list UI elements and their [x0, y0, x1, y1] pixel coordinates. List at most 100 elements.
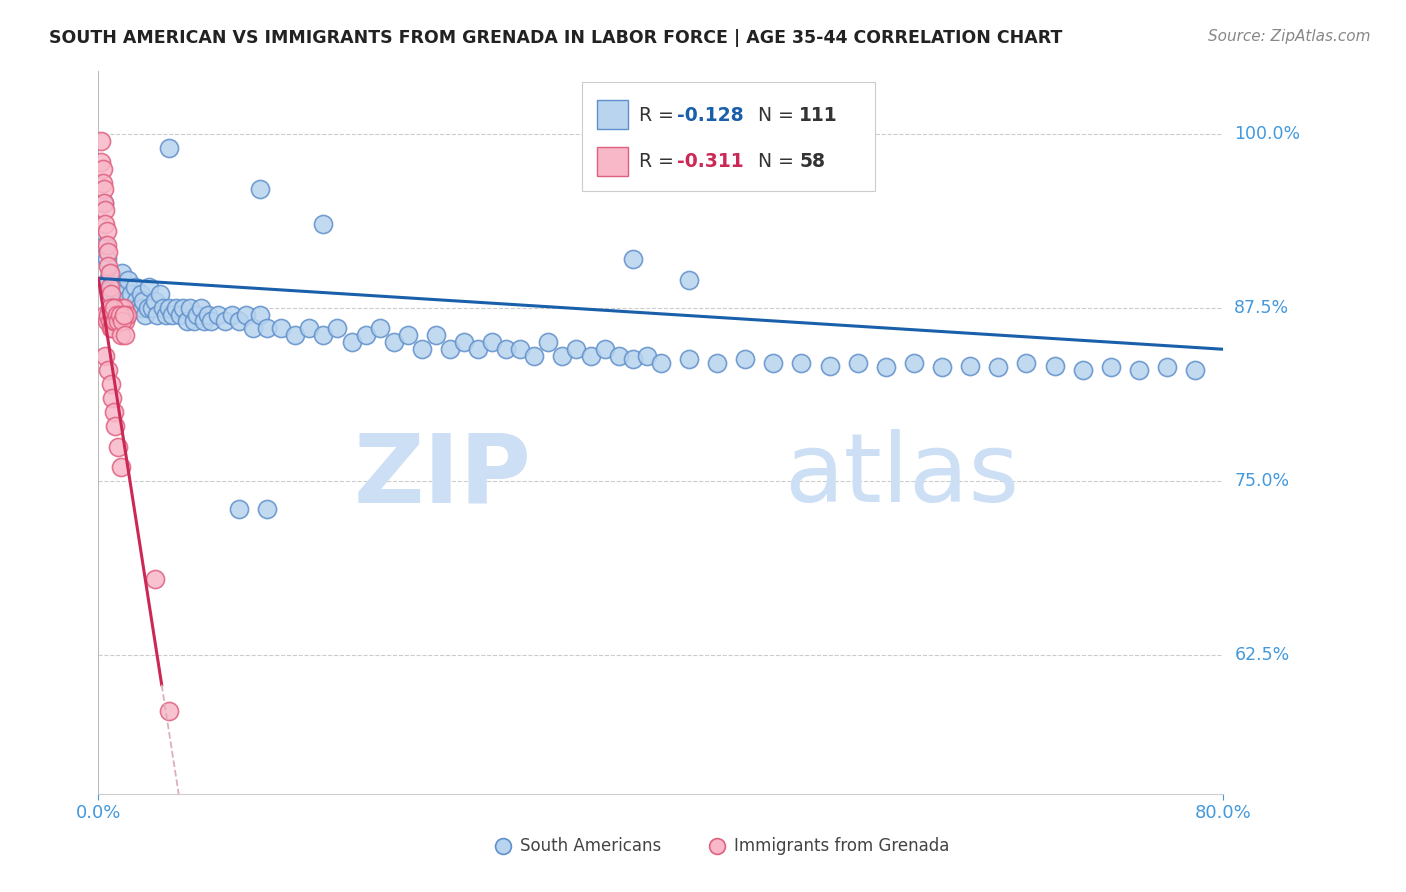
Point [959, 359, 981, 373]
Point [249, 182, 271, 196]
Point [790, 356, 813, 370]
Point [103, 405, 125, 419]
Point [157, 704, 180, 718]
Point [100, 286, 122, 301]
Point [103, 314, 125, 328]
Point [607, 349, 630, 363]
Point [124, 279, 146, 293]
Point [90, 154, 112, 169]
Point [172, 301, 194, 315]
Point [97, 363, 120, 377]
Text: 75.0%: 75.0% [1234, 472, 1289, 491]
Point [103, 301, 125, 315]
Point [143, 572, 166, 586]
Point [179, 301, 201, 315]
Point [678, 273, 700, 287]
Point [103, 301, 125, 315]
Point [103, 308, 125, 322]
Point [94, 349, 117, 363]
Point [467, 343, 489, 357]
Point [115, 308, 138, 322]
Point [214, 314, 236, 328]
Point [94, 308, 117, 322]
Point [312, 328, 335, 343]
Point [636, 349, 658, 363]
Point [284, 328, 307, 343]
Point [94, 238, 117, 252]
Point [107, 314, 129, 328]
Text: 62.5%: 62.5% [1234, 646, 1289, 664]
Point [354, 328, 377, 343]
Point [368, 321, 391, 335]
Point [112, 301, 135, 315]
Point [127, 301, 149, 315]
Point [228, 502, 250, 516]
Point [706, 356, 728, 370]
Point [270, 321, 292, 335]
Point [101, 301, 124, 315]
Point [108, 308, 131, 322]
Point [987, 360, 1010, 375]
Point [104, 273, 127, 287]
Point [149, 286, 172, 301]
Point [249, 308, 271, 322]
Point [256, 502, 278, 516]
Point [107, 279, 129, 293]
Point [93, 196, 115, 211]
Text: SOUTH AMERICAN VS IMMIGRANTS FROM GRENADA IN LABOR FORCE | AGE 35-44 CORRELATION: SOUTH AMERICAN VS IMMIGRANTS FROM GRENAD… [49, 29, 1063, 46]
Point [228, 314, 250, 328]
Point [453, 335, 475, 350]
Point [107, 440, 129, 454]
Point [242, 321, 264, 335]
Point [340, 335, 363, 350]
Point [221, 308, 243, 322]
Text: R =: R = [640, 153, 681, 171]
Point [155, 308, 177, 322]
Point [509, 343, 531, 357]
Point [108, 308, 131, 322]
Point [190, 301, 212, 315]
Text: 87.5%: 87.5% [1234, 299, 1289, 317]
Text: -0.311: -0.311 [676, 153, 744, 171]
Point [762, 356, 785, 370]
Point [197, 308, 219, 322]
Point [593, 343, 616, 357]
Point [523, 349, 546, 363]
Point [114, 314, 136, 328]
Point [93, 196, 115, 211]
Point [551, 349, 574, 363]
Text: ZIP: ZIP [353, 429, 531, 523]
Point [97, 308, 120, 322]
Point [101, 279, 124, 293]
Point [107, 301, 129, 315]
Point [98, 266, 121, 280]
Point [152, 301, 174, 315]
Point [1071, 363, 1094, 377]
Point [97, 259, 120, 273]
Point [439, 343, 461, 357]
Point [115, 308, 138, 322]
Point [382, 335, 405, 350]
Point [111, 314, 134, 328]
Point [1128, 363, 1150, 377]
Point [110, 301, 132, 315]
Point [621, 252, 644, 266]
Point [101, 308, 124, 322]
Point [110, 286, 132, 301]
Point [1043, 359, 1066, 373]
Point [101, 301, 124, 315]
Point [186, 308, 208, 322]
Point [160, 308, 183, 322]
Point [103, 293, 125, 308]
Point [105, 314, 128, 328]
Point [104, 314, 127, 328]
Point [91, 176, 114, 190]
Point [207, 308, 229, 322]
Point [96, 238, 118, 252]
Point [100, 376, 122, 391]
Point [125, 293, 148, 308]
Point [114, 328, 136, 343]
Point [138, 279, 160, 293]
Point [108, 314, 131, 328]
FancyBboxPatch shape [596, 147, 628, 176]
